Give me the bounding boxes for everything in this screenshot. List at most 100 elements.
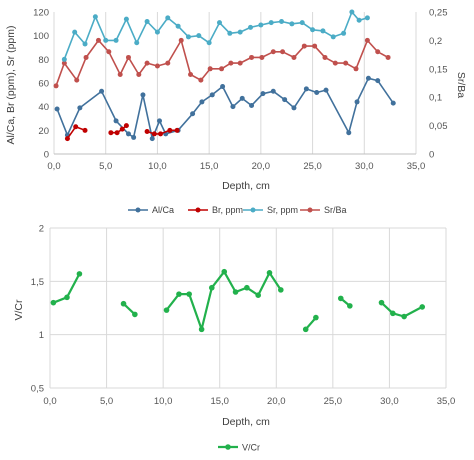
bottom-chart-series: [50, 268, 426, 333]
data-point-sr-ppm: [364, 15, 370, 21]
top-x-tick-label: 10,0: [148, 161, 167, 172]
data-point-sr-ppm: [206, 40, 212, 46]
data-point-sr-ppm: [356, 17, 362, 23]
bottom-chart-legend: V/Cr: [218, 443, 260, 453]
data-point-v-cr: [186, 291, 192, 297]
data-point-al-ca: [190, 111, 196, 117]
data-point-sr-ba: [312, 43, 318, 49]
data-point-sr-ppm: [320, 28, 326, 34]
data-point-sr-ba: [259, 54, 265, 60]
data-point-br-ppm: [174, 127, 180, 133]
data-point-br-ppm: [119, 126, 125, 132]
top-chart-legend: Al/Ca Br, ppm Sr, ppm Sr/Ba: [128, 205, 347, 215]
top-x-tick-label: 0,0: [47, 161, 60, 172]
data-point-br-ppm: [108, 130, 114, 136]
data-point-v-cr: [244, 284, 250, 291]
data-point-v-cr: [132, 311, 138, 318]
top-chart-series: [53, 9, 396, 142]
data-point-sr-ba: [165, 60, 171, 66]
data-point-sr-ppm: [165, 15, 171, 21]
data-point-v-cr: [232, 289, 239, 295]
top-y-tick-label: 60: [38, 79, 49, 90]
data-point-sr-ppm: [72, 29, 78, 35]
series-line-br-ppm: [110, 124, 127, 134]
top-x-tick-label: 5,0: [99, 161, 112, 172]
top-y-tick-label: 20: [38, 126, 49, 137]
data-point-sr-ppm: [341, 30, 347, 36]
data-point-br-ppm: [73, 124, 79, 130]
top-chart: 0,0 5,0 10,0 15,0 20,0 25,0 30,0 35,0 0 20 40 60 80…: [5, 8, 467, 216]
top-y2-tick-label: 0: [429, 150, 434, 161]
data-point-sr-ba: [364, 37, 370, 43]
legend-label-sr-ppm: Sr, ppm: [267, 205, 298, 215]
data-point-sr-ba: [188, 71, 194, 77]
top-chart-y-axis-title: Al/Ca, Br (ppm), Sr (ppm): [5, 25, 17, 144]
series-v-cr: [50, 268, 426, 333]
data-point-v-cr: [208, 284, 215, 291]
bottom-x-tick-label: 35,0: [437, 396, 456, 407]
data-point-br-ppm: [114, 130, 120, 136]
data-point-sr-ba: [83, 54, 89, 60]
data-point-sr-ba: [144, 60, 150, 66]
data-point-al-ca: [149, 136, 155, 142]
data-point-sr-ba: [375, 49, 381, 55]
data-point-v-cr: [390, 310, 396, 317]
legend-marker-sr-ppm: [250, 207, 256, 213]
data-point-v-cr: [50, 299, 57, 306]
data-point-sr-ppm: [134, 40, 140, 46]
data-point-sr-ba: [228, 60, 234, 66]
data-point-v-cr: [266, 270, 273, 276]
data-point-sr-ppm: [196, 33, 202, 39]
data-point-sr-ppm: [175, 23, 181, 29]
data-point-sr-ba: [280, 49, 286, 55]
data-point-sr-ppm: [349, 9, 355, 15]
data-point-sr-ba: [95, 37, 101, 43]
data-point-sr-ba: [249, 54, 255, 60]
top-x-tick-label: 30,0: [355, 161, 374, 172]
data-point-sr-ppm: [216, 20, 222, 26]
series-br-ppm: [64, 123, 180, 142]
bottom-chart-y-ticks: 0,5 1 1,5 2: [31, 224, 44, 395]
top-y-tick-label: 120: [33, 8, 49, 19]
data-point-al-ca: [354, 99, 360, 105]
data-point-sr-ppm: [279, 18, 285, 24]
top-x-tick-label: 35,0: [407, 161, 426, 172]
bottom-y-tick-label: 0,5: [31, 384, 44, 395]
data-point-al-ca: [260, 91, 266, 97]
data-point-al-ca: [291, 105, 297, 111]
data-point-sr-ppm: [61, 56, 67, 62]
bottom-x-tick-label: 15,0: [210, 396, 229, 407]
data-point-sr-ppm: [92, 14, 98, 20]
data-point-al-ca: [209, 92, 215, 98]
top-chart-x-axis-title: Depth, cm: [222, 180, 270, 192]
data-point-sr-ppm: [299, 20, 305, 26]
data-point-br-ppm: [158, 131, 164, 137]
top-y2-tick-label: 0,05: [429, 121, 448, 132]
bottom-x-tick-label: 30,0: [380, 396, 399, 407]
data-point-al-ca: [239, 95, 245, 101]
top-y-tick-label: 40: [38, 102, 49, 113]
data-point-sr-ppm: [123, 16, 129, 22]
data-point-al-ca: [99, 88, 105, 94]
top-chart-x-ticks: 0,0 5,0 10,0 15,0 20,0 25,0 30,0 35,0: [47, 161, 425, 172]
top-chart-y-ticks: 0 20 40 60 80 100 120: [33, 8, 49, 161]
data-point-sr-ppm: [227, 30, 233, 36]
legend-label-v-cr: V/Cr: [242, 443, 260, 453]
data-point-al-ca: [314, 89, 320, 95]
data-point-al-ca: [270, 88, 276, 94]
data-point-al-ca: [220, 84, 226, 90]
data-point-sr-ppm: [154, 29, 160, 35]
data-point-v-cr: [255, 292, 261, 299]
top-chart-y2-ticks: 0 0,05 0,1 0,15 0,2 0,25: [429, 8, 448, 161]
data-point-al-ca: [140, 92, 146, 98]
data-point-sr-ppm: [330, 34, 336, 40]
data-point-br-ppm: [144, 129, 150, 135]
legend-label-br-ppm: Br, ppm: [212, 205, 243, 215]
data-point-sr-ba: [125, 54, 131, 60]
data-point-v-cr: [347, 303, 353, 309]
data-point-v-cr: [176, 291, 182, 297]
data-point-sr-ba: [291, 54, 297, 60]
bottom-chart: 0,0 5,0 10,0 15,0 20,0 25,0 30,0 35,0 0,511,52 …: [13, 224, 455, 453]
top-y2-tick-label: 0,1: [429, 93, 442, 104]
